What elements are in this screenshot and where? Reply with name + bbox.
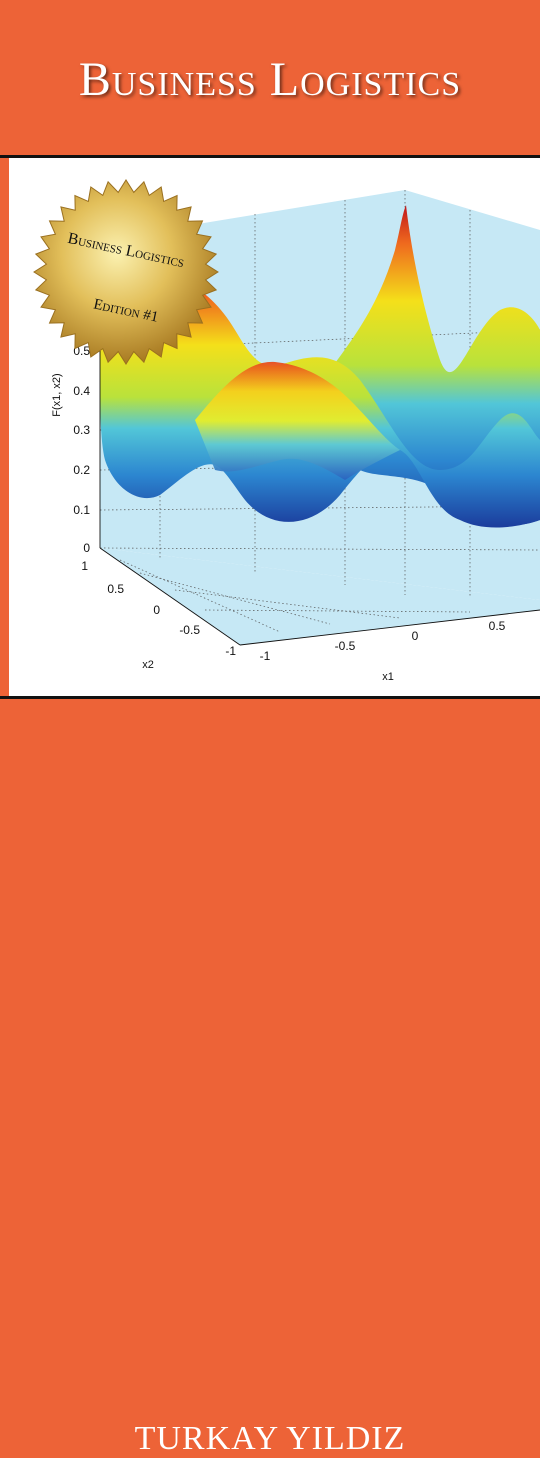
x-tick-label: 0.5	[489, 619, 506, 633]
y-axis-ticks: 1 0.5 0 -0.5 -1	[81, 559, 236, 658]
x-tick-label: -1	[260, 649, 271, 663]
top-rule	[0, 155, 540, 158]
author-band: TURKAY YILDIZ	[0, 699, 540, 1457]
surface-middle-band	[195, 361, 400, 480]
cover-illustration-panel: 0 0.1 0.2 0.3 0.4 0.5 F(x1, x2) 1 0.5 0 …	[9, 158, 540, 696]
book-title: Business Logistics	[78, 53, 462, 106]
z-axis-ticks: 0 0.1 0.2 0.3 0.4 0.5	[73, 344, 90, 555]
y-axis-label: x2	[142, 659, 154, 671]
floor-pane	[100, 548, 540, 645]
z-tick-label: 0.4	[73, 384, 90, 398]
z-tick-label: 0	[83, 541, 90, 555]
x-tick-label: -0.5	[335, 639, 356, 653]
z-tick-label: 0.1	[73, 503, 90, 517]
author-name: TURKAY YILDIZ	[134, 1420, 406, 1457]
x-axis-ticks: -1 -0.5 0 0.5	[260, 619, 506, 663]
z-tick-label: 0.2	[73, 463, 90, 477]
y-tick-label: -1	[225, 644, 236, 658]
y-tick-label: 0.5	[107, 582, 124, 596]
x-tick-label: 0	[412, 629, 419, 643]
y-tick-label: -0.5	[179, 623, 200, 637]
seal-star-shape	[33, 179, 219, 365]
surface-plot: 0 0.1 0.2 0.3 0.4 0.5 F(x1, x2) 1 0.5 0 …	[33, 179, 540, 683]
title-band: Business Logistics	[0, 0, 540, 155]
y-tick-label: 0	[153, 603, 160, 617]
x-axis-label: x1	[382, 671, 394, 683]
y-tick-label: 1	[81, 559, 88, 573]
bottom-rule	[0, 696, 540, 699]
z-axis-label: F(x1, x2)	[51, 373, 63, 416]
z-tick-label: 0.3	[73, 423, 90, 437]
edition-seal-badge: Business Logistics Edition #1	[33, 179, 219, 365]
